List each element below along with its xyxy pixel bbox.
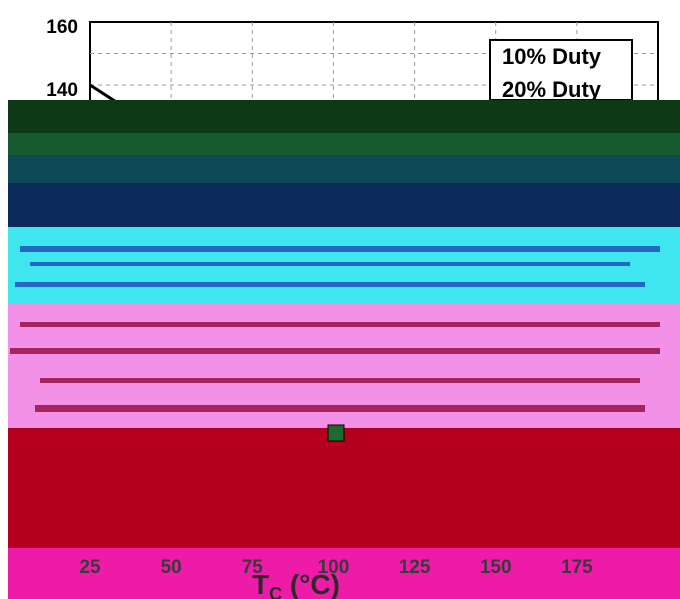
x-axis-title: TC (°C) (252, 569, 340, 599)
x-axis-title-unit: (°C) (282, 569, 340, 599)
band-green (8, 133, 680, 155)
x-tick-label: 25 (79, 557, 101, 578)
streak (15, 282, 645, 287)
streak (40, 378, 640, 383)
legend-box (489, 39, 633, 101)
x-tick-label: 125 (399, 557, 431, 578)
x-tick-label: 75 (242, 557, 264, 578)
y-tick-label: 140 (46, 80, 78, 101)
band-dark-green (8, 100, 680, 133)
x-ticks: 25 50 75 100 125 150 175 (79, 557, 593, 578)
streak (20, 246, 660, 252)
noise-square (327, 424, 345, 442)
x-tick-label: 175 (561, 557, 593, 578)
x-axis-title-main: T (252, 569, 269, 599)
x-tick-label: 150 (480, 557, 512, 578)
x-tick-label: 100 (318, 557, 350, 578)
legend-entry: 20% Duty (502, 77, 602, 102)
legend-entry: 10% Duty (502, 44, 602, 69)
noise-streaks (10, 246, 660, 412)
y-tick-label: 160 (46, 17, 78, 38)
band-red (8, 428, 680, 548)
streak (35, 405, 645, 412)
x-axis-title-subscript: C (269, 584, 282, 599)
x-tick-label: 50 (161, 557, 182, 578)
streak (10, 348, 660, 354)
streak (30, 262, 630, 266)
band-teal (8, 155, 680, 183)
band-magenta (8, 548, 680, 599)
band-navy (8, 183, 680, 227)
streak (20, 322, 660, 327)
